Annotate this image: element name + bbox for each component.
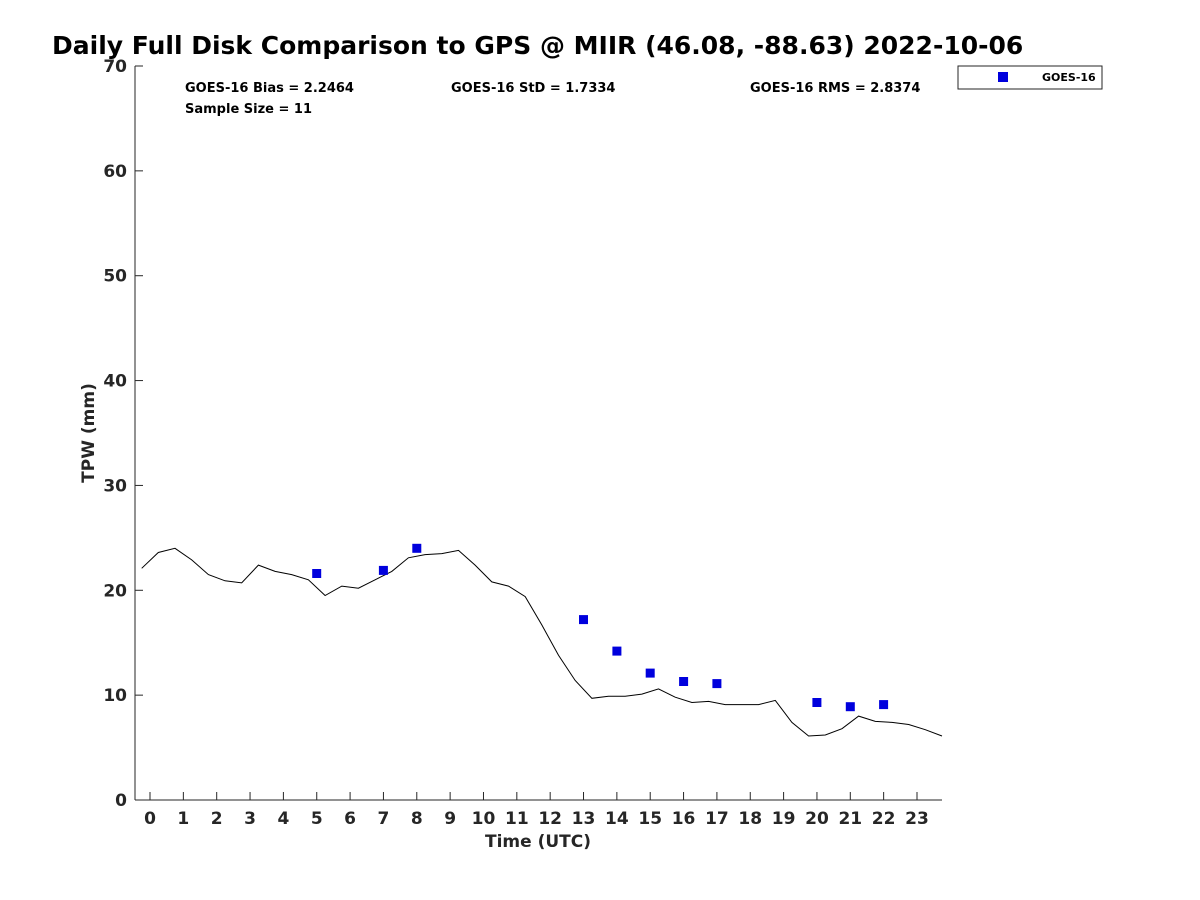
- x-tick-label: 1: [177, 809, 189, 829]
- stats-annotations: GOES-16 Bias = 2.2464 GOES-16 StD = 1.73…: [185, 81, 920, 117]
- goes16-data-point: [812, 698, 822, 707]
- legend-label-goes16: GOES-16: [1042, 71, 1096, 84]
- x-tick-label: 16: [672, 809, 696, 829]
- x-tick-label: 3: [244, 809, 256, 829]
- x-tick-label: 8: [411, 809, 423, 829]
- y-tick-label: 50: [103, 267, 127, 287]
- legend-marker-goes16: [998, 72, 1008, 82]
- x-tick-label: 17: [705, 809, 729, 829]
- x-tick-label: 20: [805, 809, 829, 829]
- y-tick-label: 60: [103, 162, 127, 182]
- x-tick-label: 4: [277, 809, 289, 829]
- x-tick-label: 11: [505, 809, 529, 829]
- x-tick-label: 13: [572, 809, 596, 829]
- y-axis-label: TPW (mm): [79, 383, 99, 483]
- x-tick-label: 19: [772, 809, 796, 829]
- axes: [134, 66, 942, 801]
- x-tick-label: 15: [638, 809, 662, 829]
- goes16-data-point: [845, 702, 855, 712]
- legend: GOES-16: [957, 65, 1103, 90]
- rms-stat: GOES-16 RMS = 2.8374: [750, 81, 920, 96]
- x-axis-label: Time (UTC): [485, 832, 591, 852]
- x-tick-label: 23: [905, 809, 929, 829]
- x-ticks: 0 1 2 3 4 5 6 7 8 9 10 11 12 13 14 15 16 17 18 19 20 21 22 23: [144, 792, 929, 829]
- goes16-series-points: [312, 543, 889, 712]
- y-tick-label: 70: [103, 57, 127, 77]
- chart-title: Daily Full Disk Comparison to GPS @ MIIR…: [52, 31, 1023, 60]
- std-stat: GOES-16 StD = 1.7334: [451, 81, 615, 96]
- goes16-data-point: [712, 679, 722, 689]
- y-tick-label: 10: [103, 686, 127, 706]
- y-tick-label: 20: [103, 581, 127, 601]
- x-tick-label: 12: [538, 809, 562, 829]
- x-tick-label: 18: [738, 809, 762, 829]
- gps-series-line: [141, 547, 943, 737]
- x-tick-label: 14: [605, 809, 629, 829]
- x-tick-label: 7: [378, 809, 390, 829]
- y-tick-label: 30: [103, 476, 127, 496]
- x-tick-label: 21: [838, 809, 862, 829]
- x-tick-label: 5: [311, 809, 323, 829]
- x-tick-label: 0: [144, 809, 156, 829]
- goes16-data-point: [879, 700, 889, 710]
- x-tick-label: 2: [211, 809, 223, 829]
- x-tick-label: 6: [344, 809, 356, 829]
- goes16-data-point: [612, 646, 622, 656]
- sample-size-stat: Sample Size = 11: [185, 102, 312, 117]
- legend-box: [957, 65, 1103, 90]
- x-tick-label: 10: [472, 809, 496, 829]
- x-tick-label: 22: [872, 809, 896, 829]
- goes16-data-point: [679, 677, 689, 686]
- y-ticks: 0 10 20 30 40 50 60 70: [103, 57, 143, 811]
- goes16-data-point: [312, 569, 322, 578]
- goes16-data-point: [645, 668, 655, 678]
- goes16-data-point: [412, 543, 422, 553]
- x-tick-label: 9: [444, 809, 456, 829]
- y-tick-label: 40: [103, 372, 127, 392]
- goes16-data-point: [378, 565, 388, 575]
- bias-stat: GOES-16 Bias = 2.2464: [185, 81, 354, 96]
- y-tick-label: 0: [115, 791, 127, 811]
- goes16-data-point: [579, 615, 588, 625]
